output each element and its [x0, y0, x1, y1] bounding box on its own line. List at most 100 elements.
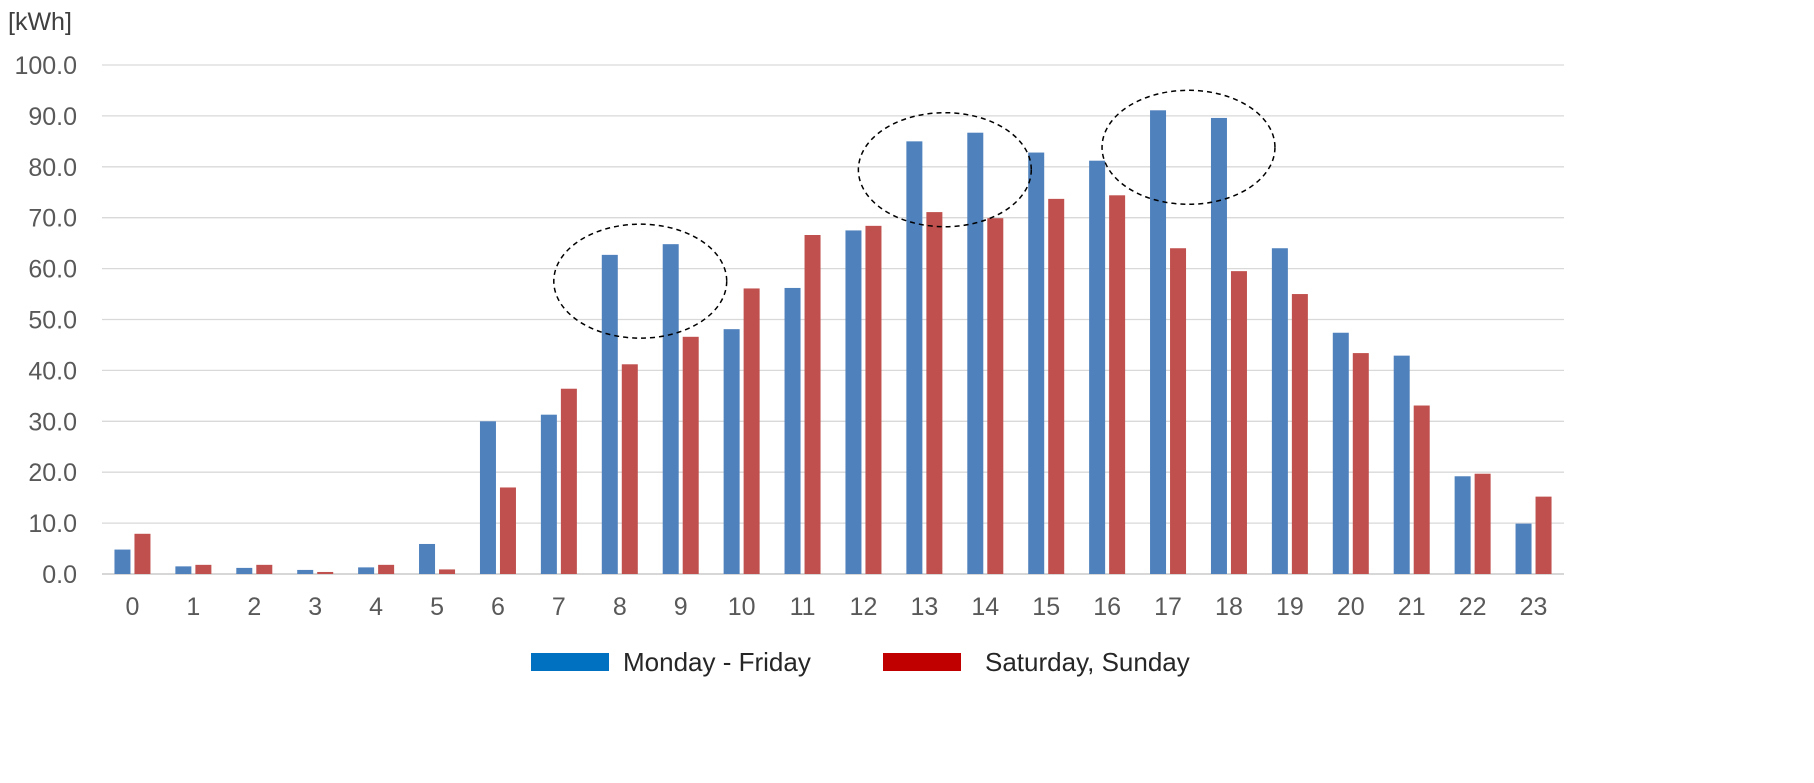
bar [1535, 496, 1552, 574]
bar [1109, 195, 1126, 574]
bar [723, 329, 740, 574]
bar [419, 543, 436, 574]
legend-label: Saturday, Sunday [985, 647, 1190, 677]
bar [1352, 353, 1369, 574]
bar [1474, 473, 1491, 574]
x-tick-label: 22 [1459, 593, 1487, 621]
gridlines [102, 64, 1564, 575]
legend-label: Monday - Friday [623, 647, 811, 677]
bar [1291, 294, 1308, 574]
legend-item: Monday - Friday [531, 647, 811, 677]
series-1 [134, 195, 1552, 575]
x-axis-tick-labels: 0 1 2 3 4 5 6 7 8 9 10 11 12 13 14 15 16 17 18 19 20 21 22 23 [126, 593, 1548, 621]
x-tick-label: 15 [1032, 593, 1060, 621]
bar [499, 487, 516, 574]
bar [1515, 523, 1532, 574]
bar [682, 336, 699, 574]
y-axis-unit-label: [kWh] [8, 8, 72, 36]
bar [1393, 355, 1410, 574]
bar [987, 218, 1004, 575]
y-tick-label: 100.0 [14, 52, 77, 80]
bar [560, 388, 577, 574]
bar [195, 564, 212, 574]
bar [317, 571, 334, 574]
x-tick-label: 2 [247, 593, 261, 621]
bar [540, 414, 557, 574]
y-tick-label: 30.0 [28, 408, 77, 436]
x-tick-label: 12 [850, 593, 878, 621]
bar [865, 225, 882, 574]
x-tick-label: 14 [971, 593, 999, 621]
x-tick-label: 20 [1337, 593, 1365, 621]
x-tick-label: 4 [369, 593, 383, 621]
bar [1028, 152, 1045, 574]
bar [1150, 110, 1167, 575]
y-tick-label: 0.0 [42, 561, 77, 589]
bar [297, 569, 314, 574]
x-tick-label: 6 [491, 593, 505, 621]
bar [906, 141, 923, 574]
x-tick-label: 8 [613, 593, 627, 621]
x-tick-label: 3 [308, 593, 322, 621]
bar [236, 567, 253, 574]
legend-swatch [531, 653, 609, 671]
y-tick-label: 50.0 [28, 307, 77, 335]
bar [784, 287, 801, 574]
legend: Monday - Friday Saturday, Sunday [531, 647, 1190, 677]
bar [967, 132, 984, 574]
bar [1332, 332, 1349, 574]
bar [845, 230, 862, 575]
x-tick-label: 23 [1520, 593, 1548, 621]
bar [621, 364, 638, 574]
bar [1271, 248, 1288, 575]
x-tick-label: 11 [790, 593, 816, 621]
x-tick-label: 17 [1154, 593, 1182, 621]
highlight-ellipse [857, 111, 1033, 228]
x-tick-label: 5 [430, 593, 444, 621]
y-tick-label: 70.0 [28, 205, 77, 233]
bar [256, 564, 273, 574]
highlight-ellipses [553, 89, 1276, 339]
bar [358, 567, 375, 574]
y-tick-label: 20.0 [28, 459, 77, 487]
y-tick-label: 10.0 [28, 510, 77, 538]
x-tick-label: 9 [674, 593, 688, 621]
bar [1089, 160, 1106, 574]
highlight-ellipse [1101, 89, 1276, 206]
x-tick-label: 21 [1398, 593, 1426, 621]
legend-swatch [883, 653, 961, 671]
legend-item: Saturday, Sunday [883, 647, 1190, 677]
bar [1454, 476, 1471, 574]
y-tick-label: 90.0 [28, 103, 77, 131]
highlight-ellipse [553, 223, 728, 339]
bar [743, 288, 760, 574]
bar [1170, 248, 1187, 575]
bar [175, 566, 192, 574]
bar [926, 212, 943, 574]
bar [601, 254, 618, 574]
bar [1413, 405, 1430, 574]
y-axis-tick-labels: 0.0 10.0 20.0 30.0 40.0 50.0 60.0 70.0 80.0 90.0 1… [14, 52, 77, 589]
x-tick-label: 10 [728, 593, 756, 621]
bar [662, 244, 679, 574]
x-tick-label: 13 [910, 593, 938, 621]
y-tick-label: 80.0 [28, 154, 77, 182]
bar [114, 549, 131, 574]
bar [479, 421, 496, 574]
x-tick-label: 1 [186, 593, 200, 621]
y-tick-label: 60.0 [28, 256, 77, 284]
x-tick-label: 0 [126, 593, 140, 621]
bar [439, 569, 456, 574]
bar [1048, 198, 1065, 574]
x-tick-label: 16 [1093, 593, 1121, 621]
y-tick-label: 40.0 [28, 357, 77, 385]
bar [134, 533, 151, 574]
bar [804, 235, 821, 575]
bar [378, 564, 395, 574]
series-0 [114, 110, 1532, 575]
bar-series [114, 110, 1552, 575]
x-tick-label: 7 [552, 593, 566, 621]
x-tick-label: 19 [1276, 593, 1304, 621]
bar [1230, 271, 1247, 574]
